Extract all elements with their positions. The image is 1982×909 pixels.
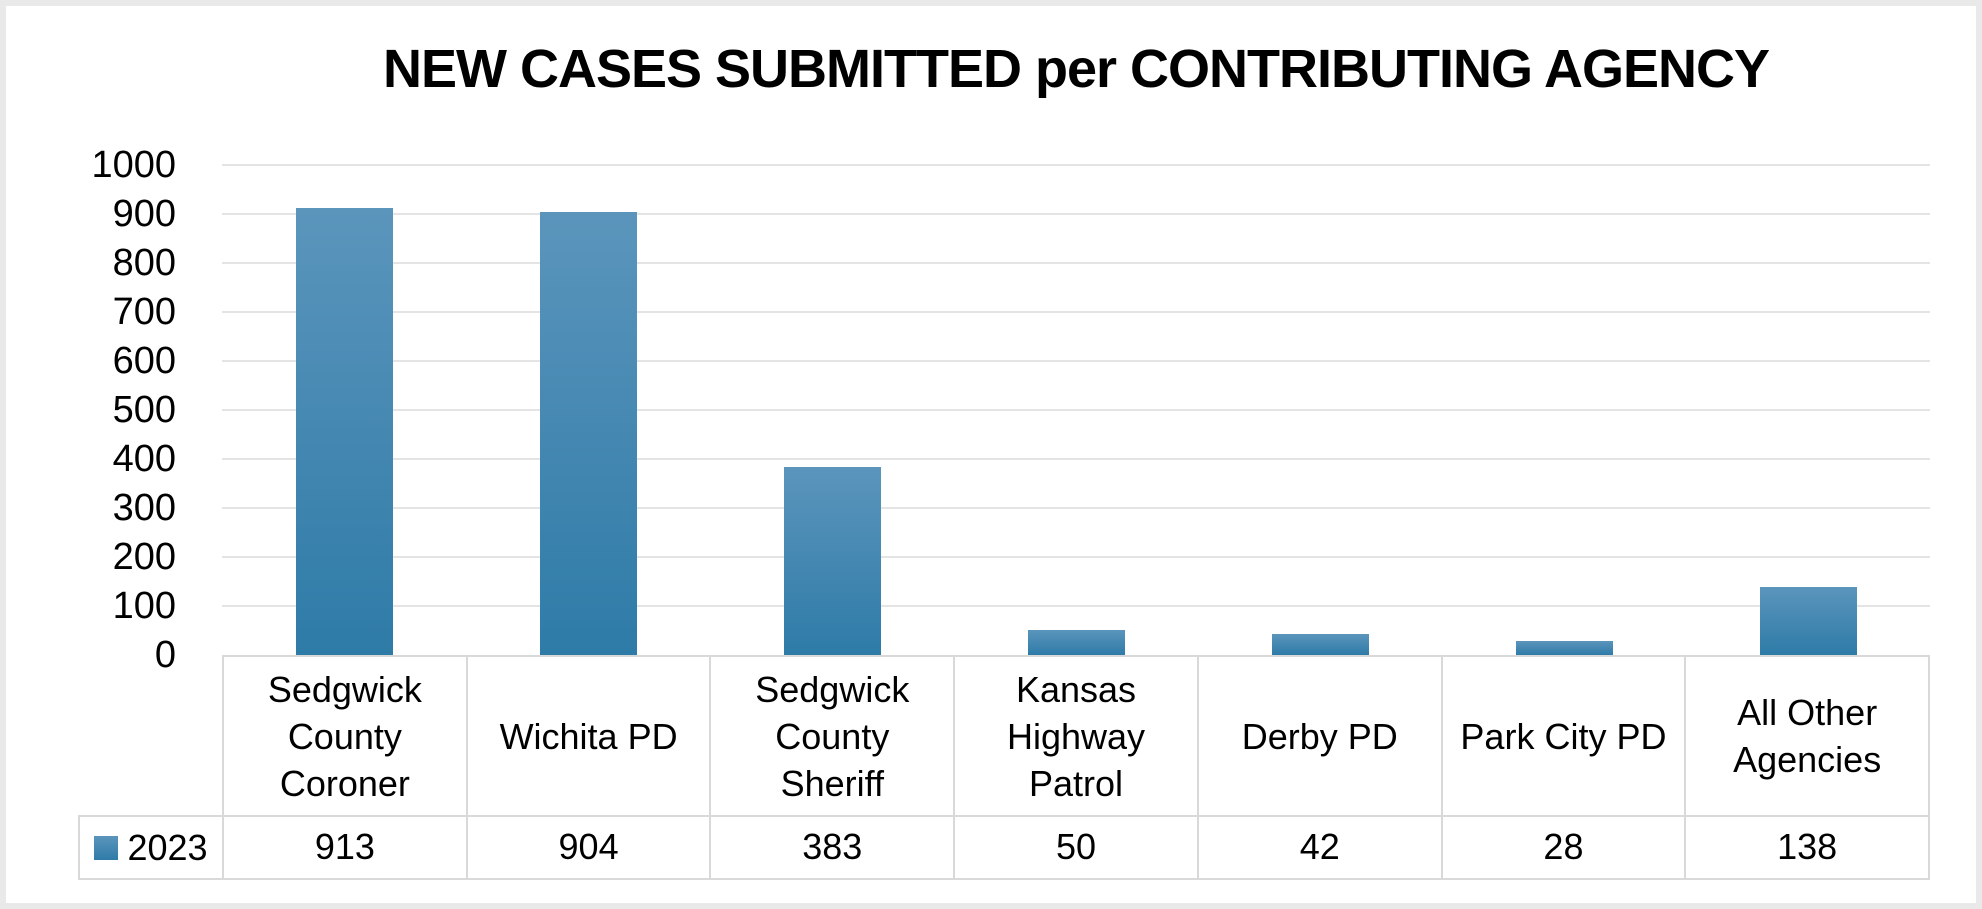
bar-wichita-pd — [539, 212, 637, 655]
category-label-line: County — [775, 715, 890, 757]
plot-area — [222, 164, 1930, 655]
y-tick-label: 800 — [112, 242, 176, 284]
category-label-line: Wichita PD — [499, 715, 678, 757]
bar-sedgwick-county-coroner — [295, 208, 393, 655]
y-tick-label: 200 — [112, 536, 176, 578]
category-label-line: Sedgwick — [267, 668, 422, 710]
y-tick-label: 900 — [112, 193, 176, 235]
legend-label: 2023 — [127, 826, 208, 868]
legend-swatch-2023-icon — [94, 835, 119, 860]
gridline — [222, 556, 1930, 558]
bar-slot — [1198, 165, 1442, 655]
category-label-line: Coroner — [279, 762, 410, 804]
data-table-value: 42 — [1199, 817, 1443, 878]
y-tick-label: 600 — [112, 340, 176, 382]
bar-slot — [466, 165, 710, 655]
bar-sedgwick-county-sheriff — [783, 467, 881, 655]
gridline — [222, 311, 1930, 313]
category-label-line: Park City PD — [1460, 715, 1667, 757]
category-label-line: All Other — [1737, 692, 1878, 733]
bar-series-2023 — [222, 165, 1930, 655]
bar-kansas-highway-patrol — [1027, 630, 1125, 655]
gridline — [222, 605, 1930, 607]
data-table-value-row: 913 904 383 50 42 28 138 — [222, 815, 1930, 880]
gridline — [222, 507, 1930, 509]
gridline — [222, 213, 1930, 215]
category-label-cell: Derby PD — [1199, 657, 1443, 815]
data-table-value: 904 — [468, 817, 712, 878]
bar-all-other-agencies — [1759, 587, 1857, 655]
category-label-cell: Sedgwick County Coroner — [224, 657, 468, 815]
y-tick-label: 300 — [112, 487, 176, 529]
bar-slot — [954, 165, 1198, 655]
category-label-line: Agencies — [1733, 739, 1882, 780]
category-label-line: Patrol — [1028, 762, 1124, 804]
y-tick-label: 100 — [112, 585, 176, 627]
category-label-line: Kansas — [1015, 668, 1137, 710]
category-label-line: County — [287, 715, 402, 757]
category-label-cell: Wichita PD — [468, 657, 712, 815]
category-label-line: Sedgwick — [755, 668, 910, 710]
category-label-cell: Sedgwick County Sheriff — [711, 657, 956, 815]
data-table-value: 28 — [1443, 817, 1687, 878]
gridline — [222, 409, 1930, 411]
y-tick-label: 500 — [112, 389, 176, 431]
bar-slot — [1442, 165, 1686, 655]
category-label-cell: Kansas Highway Patrol — [955, 657, 1199, 815]
category-axis-row: Sedgwick County Coroner Wichita PD Sedgwick C… — [222, 655, 1930, 815]
category-label-line: Sheriff — [780, 762, 884, 804]
bar-slot — [222, 165, 466, 655]
bar-derby-pd — [1271, 634, 1369, 655]
chart-title: NEW CASES SUBMITTED per CONTRIBUTING AGE… — [382, 39, 1770, 99]
y-tick-label: 0 — [154, 634, 176, 676]
legend-cell: 2023 — [78, 815, 222, 880]
bar-slot — [710, 165, 954, 655]
gridline — [222, 360, 1930, 362]
data-table-value: 383 — [711, 817, 956, 878]
y-tick-label: 1000 — [91, 144, 176, 186]
bar-slot — [1686, 165, 1930, 655]
gridline — [222, 262, 1930, 264]
category-label-cell: All Other Agencies — [1686, 657, 1928, 815]
gridline — [222, 458, 1930, 460]
y-tick-label: 700 — [112, 291, 176, 333]
data-table-value: 913 — [224, 817, 468, 878]
category-label-line: Highway — [1006, 715, 1146, 757]
y-tick-label: 400 — [112, 438, 176, 480]
gridline — [222, 164, 1930, 166]
bar-park-city-pd — [1515, 641, 1613, 655]
category-label-cell: Park City PD — [1443, 657, 1687, 815]
data-table-value: 138 — [1777, 826, 1838, 867]
category-label-line: Derby PD — [1241, 715, 1398, 757]
data-table-value: 50 — [955, 817, 1199, 878]
